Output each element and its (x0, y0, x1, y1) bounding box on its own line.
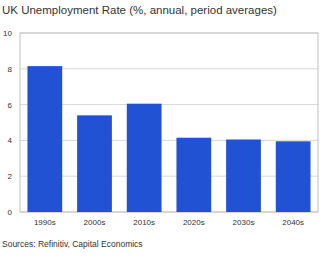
grid-line (20, 176, 318, 177)
bar (276, 141, 311, 212)
grid-line (20, 68, 318, 69)
y-tick-label: 0 (8, 208, 13, 217)
x-tick-label: 1990s (34, 218, 56, 227)
plot-frame (20, 33, 318, 212)
grid-line (20, 140, 318, 141)
chart-svg: UK Unemployment Rate (%, annual, period … (0, 0, 325, 273)
bar (127, 104, 162, 212)
bar (77, 115, 112, 212)
x-tick-label: 2020s (183, 218, 205, 227)
y-tick-label: 8 (8, 65, 13, 74)
bar (226, 140, 261, 212)
title: UK Unemployment Rate (%, annual, period … (2, 4, 277, 16)
bar (27, 66, 62, 212)
bar (176, 138, 211, 212)
x-tick-label: 2000s (84, 218, 106, 227)
x-tick-label: 2010s (133, 218, 155, 227)
y-tick-label: 6 (8, 101, 13, 110)
y-tick-label: 10 (3, 29, 12, 38)
bars (27, 66, 310, 212)
grid-line (20, 104, 318, 105)
chart-container: UK Unemployment Rate (%, annual, period … (0, 0, 325, 273)
x-tick-label: 2030s (233, 218, 255, 227)
x-tick-label: 2040s (282, 218, 304, 227)
y-tick-label: 4 (8, 136, 13, 145)
source: Sources: Refinitiv, Capital Economics (2, 239, 143, 249)
y-tick-label: 2 (8, 172, 13, 181)
